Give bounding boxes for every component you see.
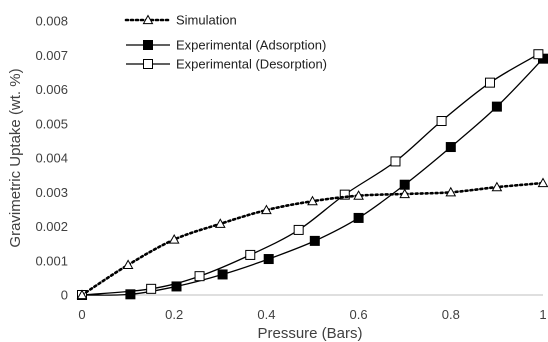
data-point bbox=[309, 235, 320, 246]
data-point bbox=[307, 195, 318, 206]
data-point bbox=[263, 254, 274, 265]
y-tick-label: 0.005 bbox=[35, 116, 68, 131]
y-axis-title: Gravimetric Uptake (wt. %) bbox=[7, 68, 24, 247]
data-point bbox=[491, 101, 502, 112]
series-1 bbox=[77, 53, 548, 300]
data-point bbox=[436, 116, 447, 127]
x-axis-title: Pressure (Bars) bbox=[257, 325, 362, 342]
data-point bbox=[171, 281, 182, 292]
y-tick-label: 0.003 bbox=[35, 185, 68, 200]
y-tick-label: 0.004 bbox=[35, 151, 68, 166]
data-point bbox=[125, 289, 136, 300]
data-point bbox=[491, 181, 503, 192]
series-line bbox=[81, 53, 539, 296]
data-point bbox=[353, 190, 364, 200]
y-tick-label: 0 bbox=[61, 288, 68, 303]
data-point bbox=[445, 186, 457, 197]
y-tick-label: 0.002 bbox=[35, 219, 68, 234]
y-tick-label: 0.006 bbox=[35, 82, 68, 97]
legend-label: Simulation bbox=[176, 13, 237, 28]
y-tick-label: 0.008 bbox=[35, 14, 68, 29]
data-point bbox=[122, 259, 134, 269]
x-tick-label: 0.4 bbox=[257, 307, 275, 322]
data-point bbox=[537, 177, 548, 188]
y-tick-labels: 0 0.001 0.002 0.003 0.004 0.005 0.006 0.007 0.00… bbox=[35, 14, 68, 303]
plot-area bbox=[76, 49, 548, 300]
legend: Simulation Experimental (Adsorption) Exper… bbox=[124, 13, 327, 72]
data-point bbox=[146, 283, 157, 294]
data-point bbox=[168, 233, 180, 244]
legend-marker bbox=[143, 40, 153, 50]
legend-label: Experimental (Desorption) bbox=[176, 57, 327, 72]
legend-marker bbox=[142, 14, 154, 25]
data-point bbox=[353, 212, 364, 223]
legend-label: Experimental (Adsorption) bbox=[176, 38, 326, 53]
series-2 bbox=[77, 49, 544, 300]
x-tick-label: 0.2 bbox=[165, 307, 183, 322]
data-point bbox=[293, 224, 304, 235]
data-point bbox=[76, 289, 88, 300]
x-tick-label: 0 bbox=[78, 307, 85, 322]
legend-item: Simulation bbox=[124, 13, 237, 28]
y-tick-label: 0.001 bbox=[35, 253, 68, 268]
y-tick-label: 0.007 bbox=[35, 48, 68, 63]
legend-item: Experimental (Adsorption) bbox=[126, 38, 326, 53]
legend-marker bbox=[143, 59, 153, 69]
data-point bbox=[261, 204, 272, 215]
x-tick-label: 0.8 bbox=[442, 307, 460, 322]
x-tick-label: 1 bbox=[539, 307, 546, 322]
x-tick-label: 0.6 bbox=[350, 307, 368, 322]
data-point bbox=[399, 179, 410, 190]
data-point bbox=[217, 269, 228, 280]
data-point bbox=[399, 188, 411, 199]
data-point bbox=[445, 142, 456, 153]
data-point bbox=[390, 156, 401, 167]
data-point bbox=[245, 249, 256, 260]
data-point bbox=[194, 271, 205, 282]
data-point bbox=[533, 49, 544, 60]
data-point bbox=[484, 77, 495, 88]
series-0 bbox=[76, 177, 548, 300]
data-point bbox=[339, 189, 350, 200]
legend-item: Experimental (Desorption) bbox=[126, 57, 327, 72]
x-tick-labels: 0 0.2 0.4 0.6 0.8 1 bbox=[78, 307, 546, 322]
data-point bbox=[214, 218, 226, 228]
